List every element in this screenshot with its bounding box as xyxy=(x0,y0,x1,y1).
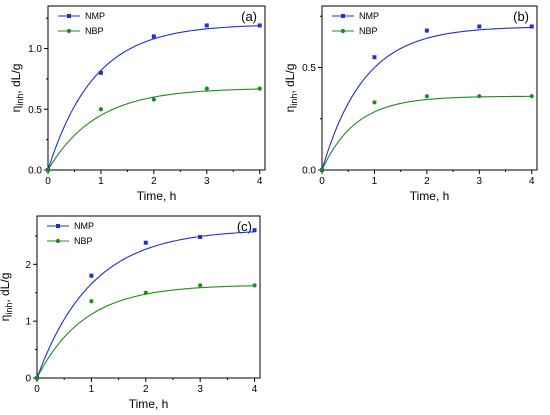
data-point-nbp xyxy=(372,100,377,105)
x-tick-label: 2 xyxy=(143,384,149,395)
fit-line-nbp xyxy=(321,95,532,171)
legend-label: NBP xyxy=(74,236,93,246)
data-point-nmp xyxy=(372,55,377,60)
chart-panel-2: 0 1 2 3 4 0.0 0.5 Time, h ηinh, dL/g (b) NMP NBP xyxy=(283,5,538,203)
data-point-nbp xyxy=(204,86,209,91)
y-tick-label: 1 xyxy=(25,317,31,328)
y-tick-label: 0.5 xyxy=(302,63,316,74)
chart-panel-3: 0 1 2 3 4 0 1 2 Time, h ηinh, dL/g (c) NMP NBP xyxy=(0,215,261,411)
y-tick-label: 0.5 xyxy=(28,105,42,116)
fit-line-nmp xyxy=(321,26,532,171)
legend-marker xyxy=(56,224,60,228)
data-point-nmp xyxy=(89,273,94,278)
data-point-nbp xyxy=(151,97,156,102)
x-axis-label: Time, h xyxy=(410,189,450,203)
data-point-nmp xyxy=(477,24,482,29)
y-tick-label: 0.0 xyxy=(28,166,42,177)
data-point-nmp xyxy=(252,228,257,233)
y-tick-label: 0.0 xyxy=(302,166,316,177)
data-point-nbp xyxy=(319,167,325,173)
y-axis-label: ηinh, dL/g xyxy=(9,64,25,113)
data-point-nmp xyxy=(151,34,156,39)
x-tick-label: 4 xyxy=(529,176,535,187)
data-point-nbp xyxy=(98,107,104,112)
x-tick-label: 4 xyxy=(252,384,258,395)
data-point-nmp xyxy=(98,70,103,75)
data-point-nbp xyxy=(257,86,262,91)
y-tick-label: 0 xyxy=(25,374,31,385)
x-tick-label: 0 xyxy=(319,176,325,187)
panel-label: (b) xyxy=(513,9,529,24)
fit-line-nbp xyxy=(36,285,255,379)
x-tick-label: 0 xyxy=(34,384,40,395)
x-axis-label: Time, h xyxy=(137,189,177,203)
plot-frame xyxy=(47,5,266,171)
legend-marker xyxy=(340,28,346,34)
x-tick-label: 0 xyxy=(45,176,51,187)
x-axis-label: Time, h xyxy=(129,397,169,411)
panel-label: (c) xyxy=(237,219,252,234)
legend-label: NBP xyxy=(359,26,378,36)
legend-marker xyxy=(66,28,72,34)
x-tick-label: 1 xyxy=(89,384,95,395)
x-tick-label: 1 xyxy=(372,176,378,187)
data-point-nbp xyxy=(198,283,203,288)
legend-marker xyxy=(55,238,61,244)
x-tick-label: 2 xyxy=(151,176,157,187)
plot-frame xyxy=(321,5,538,171)
data-point-nmp xyxy=(204,23,209,28)
data-point-nbp xyxy=(252,283,257,288)
y-tick-label: 1.0 xyxy=(28,44,42,55)
data-point-nmp xyxy=(198,235,203,240)
x-tick-label: 1 xyxy=(98,176,104,187)
data-point-nmp xyxy=(424,28,429,33)
y-tick-label: 2 xyxy=(25,260,31,271)
plot-frame xyxy=(36,215,261,379)
data-point-nmp xyxy=(143,240,148,245)
data-point-nbp xyxy=(143,290,148,295)
data-point-nbp xyxy=(477,94,482,99)
fit-line-nmp xyxy=(36,231,255,379)
x-tick-label: 3 xyxy=(197,384,203,395)
legend-label: NMP xyxy=(85,11,105,21)
legend-label: NMP xyxy=(74,221,94,231)
data-point-nbp xyxy=(45,167,51,173)
panel-label: (a) xyxy=(241,9,257,24)
data-point-nmp xyxy=(529,24,534,29)
data-point-nbp xyxy=(89,299,94,304)
fit-line-nbp xyxy=(47,88,260,171)
chart-panel-1: 0 1 2 3 4 0.0 0.5 1.0 Time, h ηinh, dL/g (a) NMP NBP xyxy=(9,5,266,203)
y-axis-label: ηinh, dL/g xyxy=(0,273,14,322)
data-point-nbp xyxy=(424,94,429,99)
legend-label: NMP xyxy=(359,11,379,21)
fit-line-nmp xyxy=(47,25,260,171)
x-tick-label: 3 xyxy=(204,176,210,187)
x-tick-label: 4 xyxy=(257,176,263,187)
data-point-nbp xyxy=(34,375,40,381)
x-tick-label: 3 xyxy=(477,176,483,187)
data-point-nbp xyxy=(529,94,534,99)
x-tick-label: 2 xyxy=(424,176,430,187)
legend-marker xyxy=(341,14,345,18)
data-point-nmp xyxy=(257,23,262,28)
legend-label: NBP xyxy=(85,26,104,36)
y-axis-label: ηinh, dL/g xyxy=(283,64,299,113)
legend-marker xyxy=(67,14,71,18)
